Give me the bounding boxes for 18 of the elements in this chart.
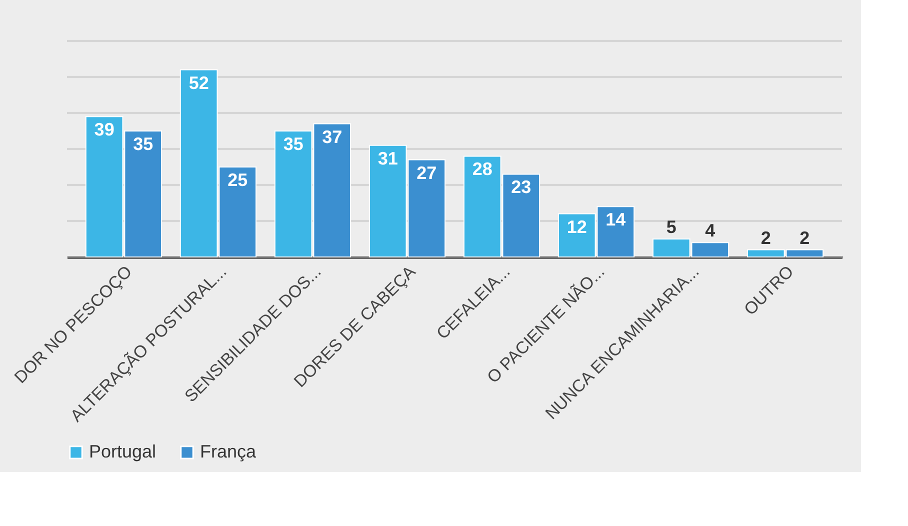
data-label: 5 xyxy=(666,217,676,237)
data-label: 52 xyxy=(188,72,209,93)
data-label: 2 xyxy=(760,228,771,248)
data-label: 2 xyxy=(800,228,810,248)
data-label: 39 xyxy=(94,120,114,140)
legend-label: França xyxy=(200,441,258,462)
data-label: 12 xyxy=(566,216,587,237)
data-label: 4 xyxy=(705,220,716,241)
data-label: 25 xyxy=(228,170,248,190)
data-label: 35 xyxy=(283,134,304,154)
data-label: 31 xyxy=(378,148,398,168)
data-label: 28 xyxy=(472,159,492,180)
data-label: 35 xyxy=(133,134,154,154)
data-label: 37 xyxy=(322,126,342,147)
data-label: 23 xyxy=(511,177,532,198)
data-label: 14 xyxy=(606,210,626,230)
data-label: 27 xyxy=(416,162,437,183)
legend-label: Portugal xyxy=(89,441,156,462)
